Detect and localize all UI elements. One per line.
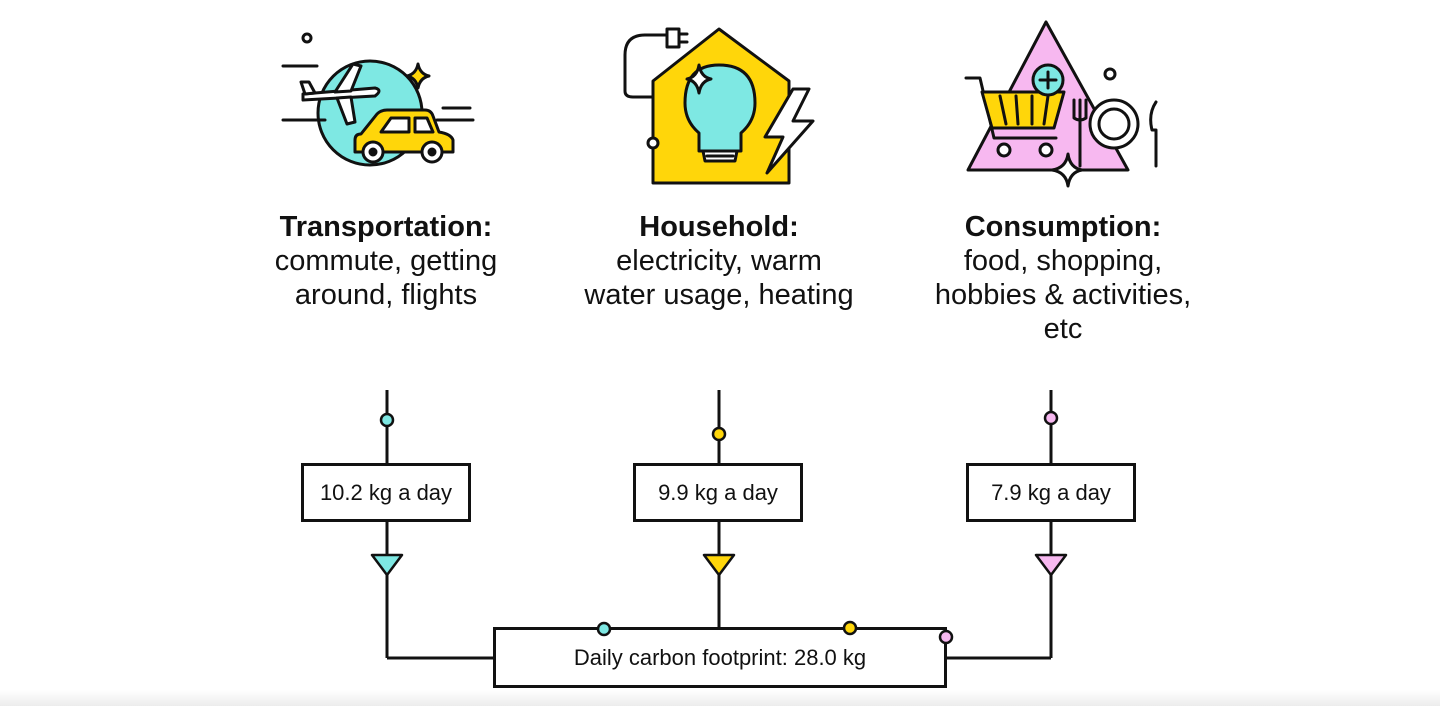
consumption-desc-line2: hobbies & activities, (934, 279, 1192, 311)
household-desc-line2: water usage, heating (584, 279, 854, 311)
household-node (711, 426, 727, 442)
transportation-desc-line1: commute, getting (274, 245, 498, 277)
household-category: Household: electricity, warm water usage… (549, 210, 889, 312)
consumption-category: Consumption: food, shopping, hobbies & a… (893, 210, 1233, 346)
total-footprint-box: Daily carbon footprint: 28.0 kg (493, 627, 947, 688)
consumption-title: Consumption: (964, 211, 1162, 243)
transportation-title: Transportation: (279, 211, 493, 243)
household-value-box: 9.9 kg a day (633, 463, 803, 522)
consumption-desc-line3: etc (1043, 313, 1083, 345)
transportation-desc-line2: around, flights (294, 279, 478, 311)
transport-value-box: 10.2 kg a day (301, 463, 471, 522)
consumption-desc-line1: food, shopping, (963, 245, 1163, 277)
transport-node (379, 412, 395, 428)
bottom-shade (0, 690, 1440, 706)
transport-value: 10.2 kg a day (319, 479, 453, 505)
consumption-node (1043, 410, 1059, 426)
household-desc-line1: electricity, warm (616, 245, 822, 277)
household-arrow (702, 553, 736, 577)
household-value: 9.9 kg a day (658, 479, 778, 505)
total-footprint-label: Daily carbon footprint: 28.0 kg (573, 644, 867, 670)
consumption-value: 7.9 kg a day (991, 479, 1111, 505)
transportation-category: Transportation: commute, getting around,… (226, 210, 546, 312)
transport-arrow (370, 553, 404, 577)
household-title: Household: (639, 211, 799, 243)
household-icon (623, 27, 815, 185)
consumption-icon (964, 20, 1158, 188)
consumption-value-box: 7.9 kg a day (966, 463, 1136, 522)
transport-icon (281, 32, 475, 167)
consumption-arrow (1034, 553, 1068, 577)
